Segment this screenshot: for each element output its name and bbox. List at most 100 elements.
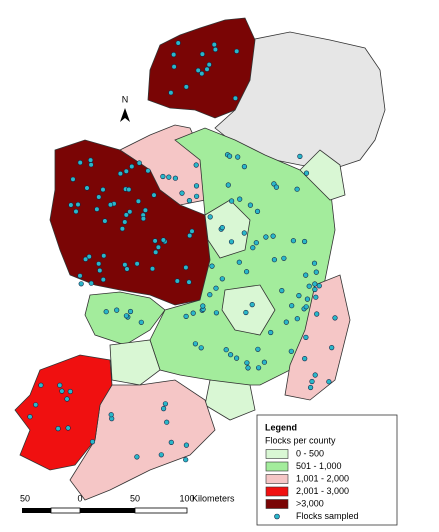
sample-point bbox=[127, 308, 134, 315]
sample-point bbox=[219, 225, 225, 231]
sample-point bbox=[75, 201, 81, 208]
sample-point bbox=[88, 280, 94, 286]
sample-point bbox=[237, 196, 243, 202]
sample-point bbox=[162, 401, 168, 407]
scale-label: 100 bbox=[179, 493, 194, 503]
sample-point bbox=[65, 425, 71, 431]
sample-point bbox=[314, 311, 320, 317]
sample-point bbox=[253, 240, 259, 246]
donegal bbox=[147, 17, 256, 119]
sample-point bbox=[166, 174, 172, 180]
sample-point bbox=[149, 266, 156, 272]
sample-point bbox=[234, 48, 240, 54]
sample-point bbox=[254, 208, 261, 214]
sample-point bbox=[168, 90, 174, 96]
sample-point bbox=[123, 212, 129, 218]
sample-point bbox=[316, 283, 322, 289]
sample-point bbox=[304, 296, 311, 302]
sample-point bbox=[312, 281, 318, 287]
sample-point bbox=[297, 153, 303, 159]
sample-point bbox=[70, 176, 76, 182]
sample-point bbox=[108, 412, 114, 418]
sample-point bbox=[303, 334, 309, 341]
sample-point bbox=[55, 426, 61, 432]
sample-point bbox=[160, 237, 166, 243]
sample-point bbox=[228, 239, 235, 245]
sample-point bbox=[135, 198, 141, 204]
sample-point bbox=[94, 206, 100, 212]
sample-point bbox=[247, 202, 253, 208]
sample-point bbox=[243, 309, 249, 316]
sample-point bbox=[241, 164, 247, 170]
sample-point bbox=[186, 279, 192, 285]
sample-point bbox=[134, 261, 140, 267]
sample-point bbox=[160, 173, 166, 180]
legend-label: 1,001 - 2,000 bbox=[296, 473, 349, 483]
sample-point bbox=[244, 269, 250, 275]
sample-point bbox=[206, 61, 212, 68]
sample-point bbox=[96, 194, 102, 200]
sample-point bbox=[145, 168, 151, 174]
sample-point bbox=[313, 294, 319, 300]
sample-point bbox=[190, 310, 196, 316]
sample-point bbox=[183, 84, 189, 90]
sample-point bbox=[171, 51, 177, 58]
sample-point bbox=[96, 261, 102, 267]
sample-point bbox=[119, 226, 125, 232]
sample-point bbox=[140, 216, 146, 222]
sample-point bbox=[261, 359, 268, 365]
mayo-galway bbox=[49, 139, 211, 306]
sample-point bbox=[142, 207, 148, 213]
sample-point bbox=[223, 347, 229, 353]
north-label: N bbox=[122, 94, 129, 104]
sample-point bbox=[187, 233, 193, 239]
sample-point bbox=[326, 379, 332, 385]
sample-point bbox=[59, 388, 65, 394]
sample-point bbox=[100, 277, 106, 283]
sample-point bbox=[279, 288, 285, 294]
legend-subtitle: Flocks per county bbox=[265, 435, 336, 445]
sample-point bbox=[207, 214, 213, 220]
sample-point bbox=[249, 302, 255, 308]
scale-label: 0 bbox=[77, 493, 82, 503]
sample-point bbox=[311, 260, 318, 266]
sample-point bbox=[122, 219, 128, 225]
sample-point bbox=[127, 209, 133, 215]
legend-title: Legend bbox=[265, 422, 297, 432]
sample-point bbox=[235, 154, 241, 160]
sample-point bbox=[64, 396, 70, 402]
sample-point bbox=[82, 256, 89, 262]
sample-point bbox=[296, 293, 302, 299]
sample-point bbox=[123, 168, 129, 174]
sample-point bbox=[198, 345, 204, 351]
sample-point bbox=[174, 278, 180, 284]
sample-point bbox=[57, 382, 63, 388]
legend-label: >3,000 bbox=[296, 498, 324, 508]
sample-point bbox=[207, 292, 213, 298]
sample-point bbox=[138, 319, 144, 325]
sample-point bbox=[263, 234, 269, 240]
sample-point bbox=[155, 244, 161, 250]
legend-label: 0 - 500 bbox=[296, 448, 324, 458]
sample-point bbox=[294, 186, 300, 192]
sample-point bbox=[78, 281, 84, 287]
sample-point bbox=[302, 356, 308, 362]
sample-point bbox=[183, 264, 189, 271]
sample-point bbox=[244, 360, 250, 366]
scale-unit: Kilometers bbox=[192, 493, 235, 503]
sample-point bbox=[172, 175, 178, 181]
legend-point bbox=[274, 513, 280, 520]
sample-point bbox=[236, 259, 242, 265]
county bbox=[299, 149, 346, 201]
sample-point bbox=[67, 388, 73, 395]
legend-label: Flocks sampled bbox=[296, 511, 359, 521]
legend-swatch bbox=[265, 461, 289, 472]
sample-point bbox=[102, 218, 108, 224]
sample-point bbox=[283, 319, 289, 325]
sample-point bbox=[199, 70, 205, 77]
sample-point bbox=[281, 255, 287, 261]
sample-point bbox=[117, 171, 123, 177]
sample-point bbox=[27, 414, 33, 420]
sample-point bbox=[153, 249, 159, 255]
